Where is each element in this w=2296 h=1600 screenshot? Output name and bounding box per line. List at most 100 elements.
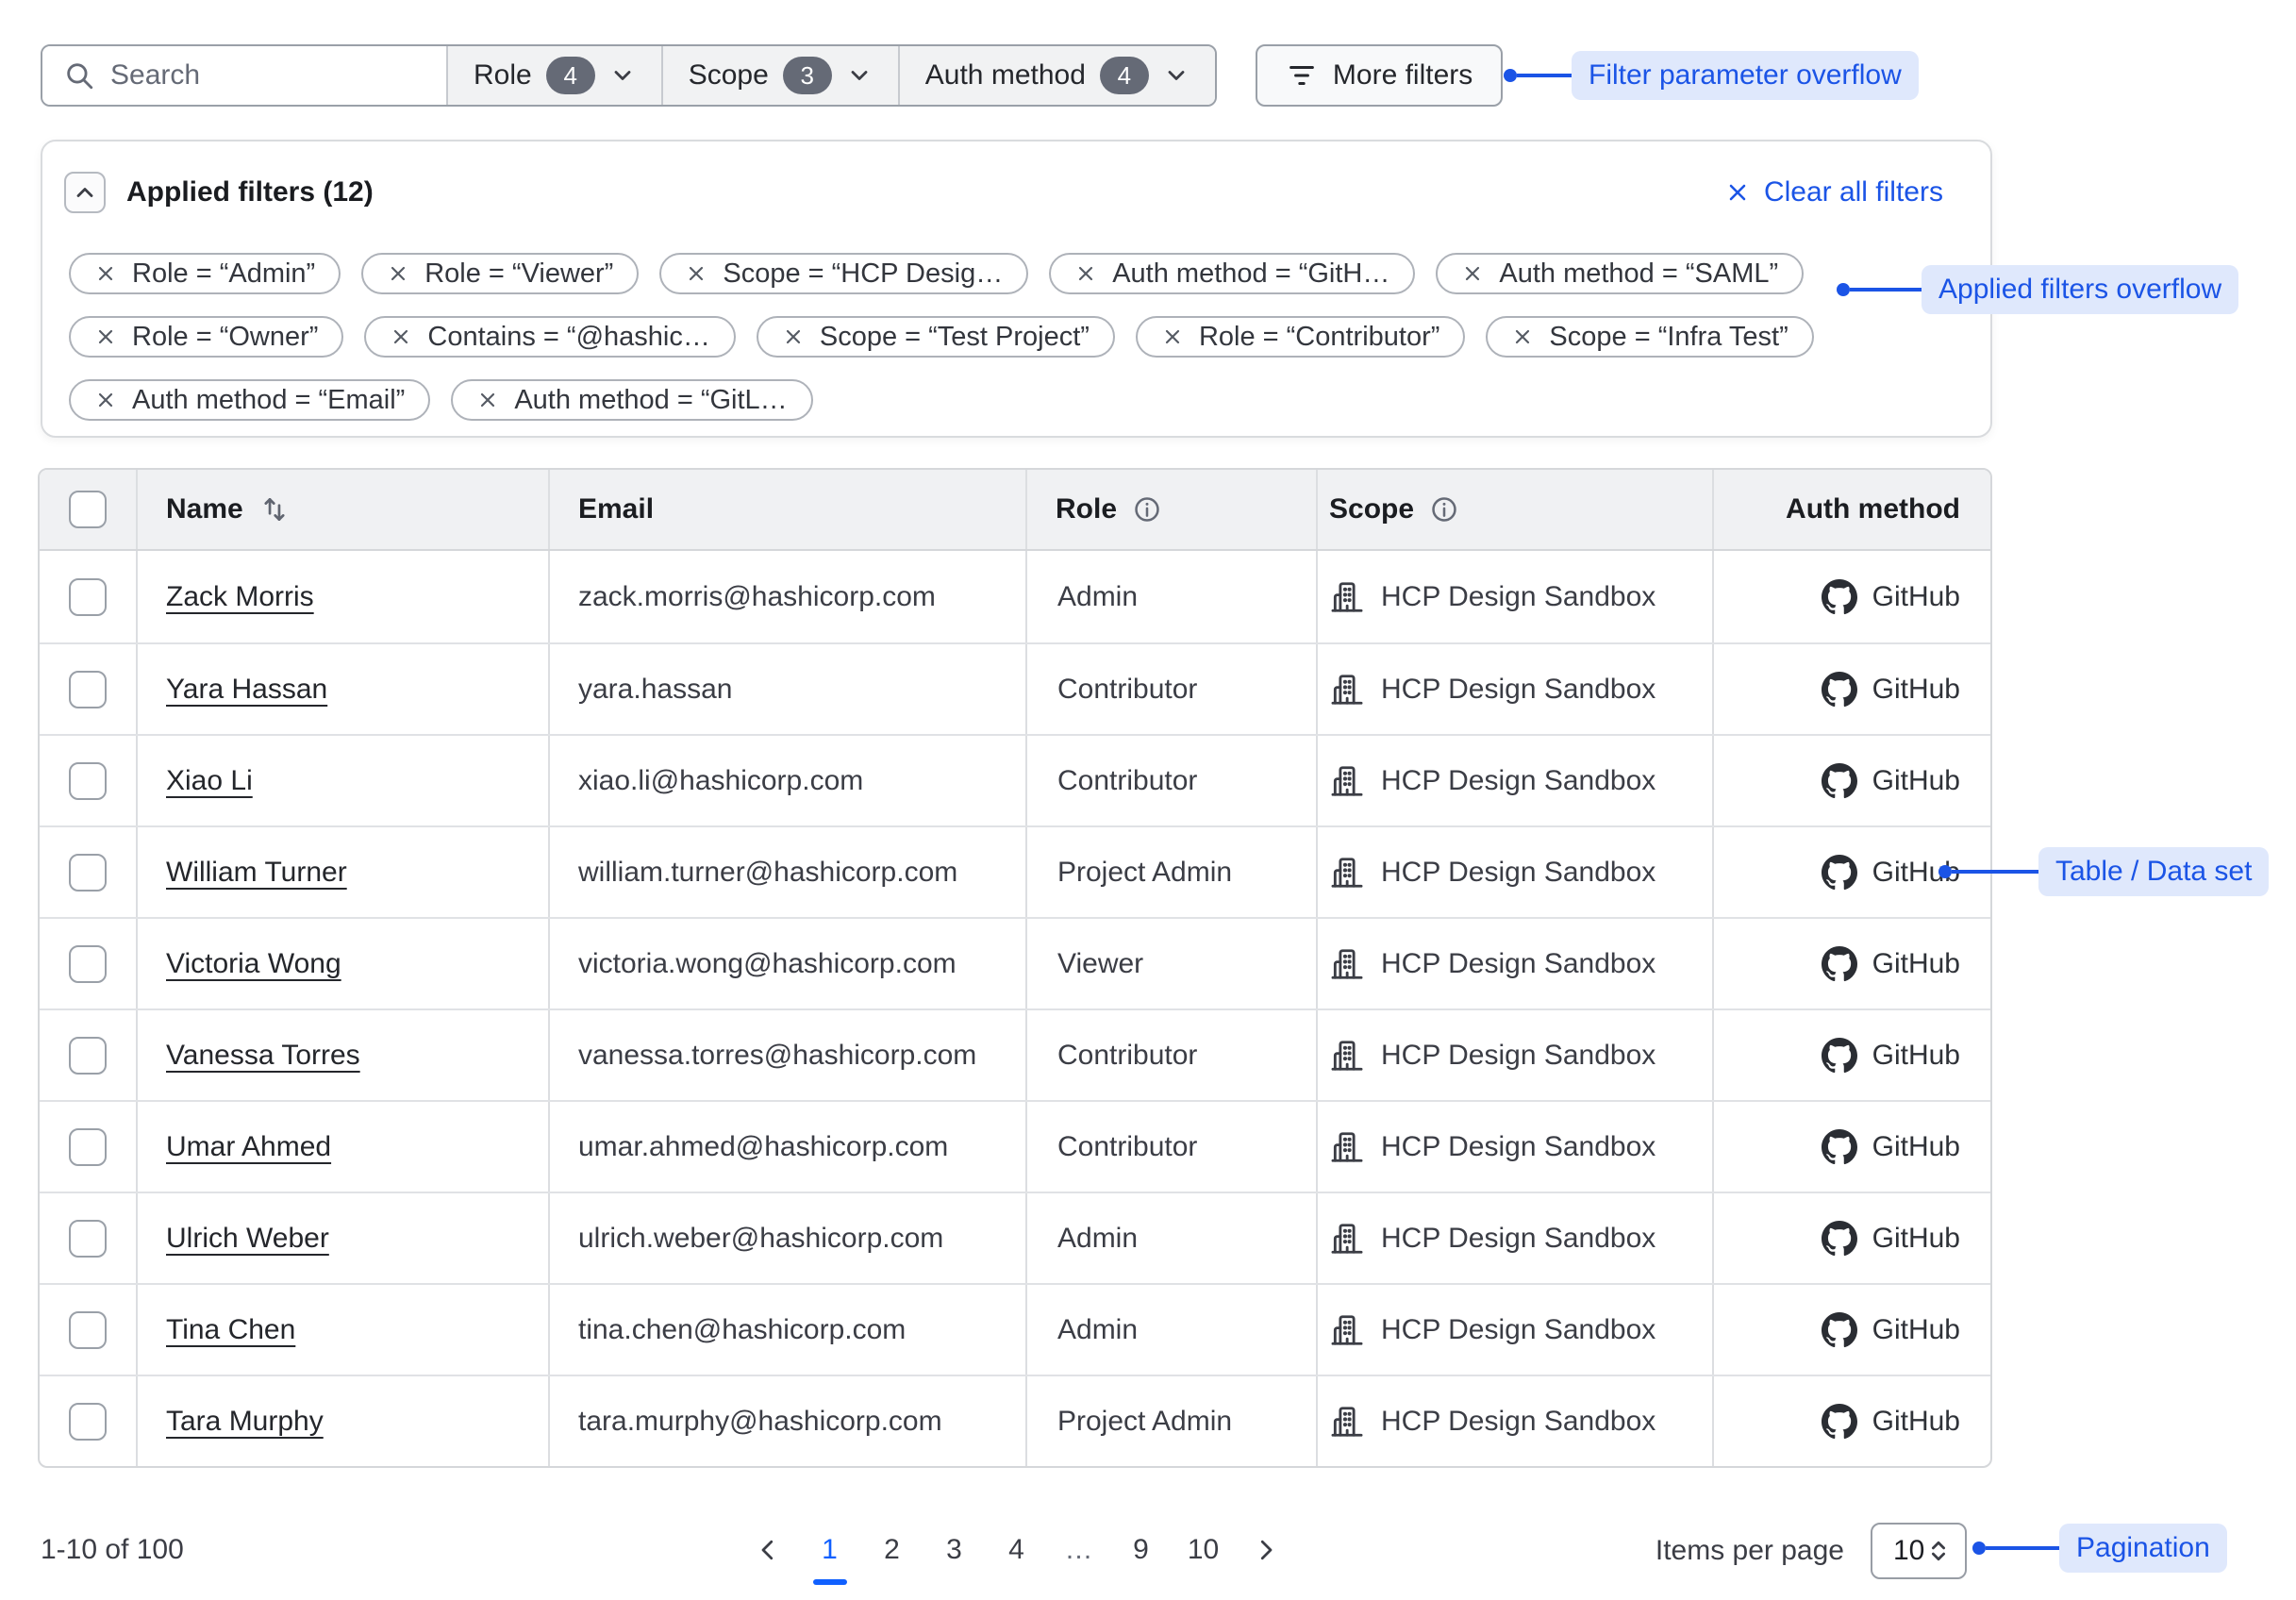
chevron-down-icon [614,71,631,80]
filter-dropdown-auth-method[interactable]: Auth method 4 [897,46,1215,105]
applied-filters-header: Applied filters (12) Clear all filters [64,172,1943,213]
clear-all-filters-link[interactable]: Clear all filters [1724,176,1943,208]
close-icon[interactable] [782,325,805,348]
scope-text: HCP Design Sandbox [1381,1130,1656,1162]
close-icon[interactable] [94,325,117,348]
info-icon[interactable] [1429,494,1459,525]
select-all-checkbox[interactable] [69,491,107,528]
user-name-link[interactable]: Vanessa Torres [166,1039,360,1071]
annotation-filter-overflow: Filter parameter overflow [1504,51,1919,100]
close-icon[interactable] [94,389,117,411]
page-button[interactable]: 2 [884,1534,900,1565]
close-icon[interactable] [390,325,412,348]
row-checkbox[interactable] [69,761,107,800]
close-icon[interactable] [387,262,409,285]
email-text: zack.morris@hashicorp.com [578,580,936,612]
more-filters-label: More filters [1332,59,1473,91]
filter-group: Role 4 Scope 3 Auth method 4 [41,44,1217,107]
user-name-link[interactable]: Xiao Li [166,764,253,796]
user-name-link[interactable]: Tina Chen [166,1313,296,1345]
filter-dropdown-role[interactable]: Role 4 [446,46,661,105]
filter-pill[interactable]: Auth method = “GitL… [451,379,813,421]
filter-pill[interactable]: Role = “Admin” [69,253,341,294]
scope-text: HCP Design Sandbox [1381,1405,1656,1437]
table-row: Ulrich Weber ulrich.weber@hashicorp.com … [40,1192,1990,1283]
filter-dropdown-scope[interactable]: Scope 3 [660,46,898,105]
filter-lines-icon [1289,65,1314,86]
close-icon[interactable] [1461,262,1484,285]
filter-pill[interactable]: Auth method = “Email” [69,379,431,421]
user-name-link[interactable]: Yara Hassan [166,673,328,705]
next-page-button[interactable] [1243,1519,1289,1581]
annotation-pagination: Pagination [1972,1524,2227,1573]
github-icon [1821,1311,1857,1347]
user-name-link[interactable]: Ulrich Weber [166,1222,329,1254]
filter-pill[interactable]: Scope = “Test Project” [756,316,1115,358]
name-cell: Umar Ahmed [136,1102,548,1192]
close-icon[interactable] [476,389,499,411]
row-checkbox[interactable] [69,944,107,983]
row-checkbox[interactable] [69,1127,107,1166]
email-cell: umar.ahmed@hashicorp.com [548,1102,1025,1192]
users-table: Name Email Role Scope Auth method Zack M… [38,468,1992,1468]
close-icon[interactable] [1074,262,1097,285]
table-row: Xiao Li xiao.li@hashicorp.com Contributo… [40,734,1990,825]
search-field[interactable] [42,46,446,105]
row-checkbox[interactable] [69,670,107,708]
filter-pill[interactable]: Role = “Owner” [69,316,344,358]
more-filters-button[interactable]: More filters [1255,44,1504,107]
user-name-link[interactable]: Victoria Wong [166,947,341,979]
column-header-auth-method: Auth method [1712,470,1990,549]
name-cell: Zack Morris [136,551,548,642]
search-icon [67,63,93,90]
sort-icon[interactable] [258,493,291,525]
close-icon[interactable] [685,262,707,285]
page-button[interactable]: 1 [807,1519,853,1585]
filter-pill[interactable]: Role = “Contributor” [1135,316,1466,358]
email-cell: xiao.li@hashicorp.com [548,736,1025,825]
user-name-link[interactable]: Umar Ahmed [166,1130,332,1162]
filter-pill[interactable]: Role = “Viewer” [361,253,640,294]
filter-pill-label: Scope = “Test Project” [819,321,1090,352]
table-row: Victoria Wong victoria.wong@hashicorp.co… [40,917,1990,1008]
filter-pill[interactable]: Contains = “@hashic… [364,316,736,358]
row-checkbox[interactable] [69,853,107,892]
close-icon [1729,184,1746,201]
scope-text: HCP Design Sandbox [1381,1222,1656,1254]
auth-method-text: GitHub [1872,947,1960,979]
items-per-page-label: Items per page [1655,1535,1844,1566]
user-name-link[interactable]: William Turner [166,856,347,888]
page-button[interactable]: 9 [1133,1534,1149,1565]
page-button[interactable]: 10 [1187,1534,1220,1565]
page-button[interactable]: 4 [1008,1534,1024,1565]
row-checkbox[interactable] [69,1036,107,1075]
collapse-toggle-button[interactable] [64,172,106,213]
info-icon[interactable] [1132,494,1162,525]
user-name-link[interactable]: Tara Murphy [166,1405,324,1437]
auth-method-cell: GitHub [1712,1376,1990,1466]
close-icon[interactable] [94,262,117,285]
page-button[interactable]: 3 [946,1534,962,1565]
filter-pill[interactable]: Auth method = “GitH… [1049,253,1416,294]
user-name-link[interactable]: Zack Morris [166,580,314,612]
column-header-name[interactable]: Name [136,470,548,549]
filter-pill[interactable]: Auth method = “SAML” [1436,253,1805,294]
filter-pill[interactable]: Scope = “HCP Desig… [659,253,1029,294]
filter-pill-label: Scope = “HCP Desig… [723,258,1004,289]
close-icon[interactable] [1161,325,1184,348]
name-cell: Tina Chen [136,1285,548,1375]
role-cell: Contributor [1025,644,1316,734]
org-building-icon [1331,1040,1363,1071]
row-checkbox[interactable] [69,577,107,616]
row-checkbox[interactable] [69,1219,107,1258]
search-input[interactable] [110,59,425,92]
email-text: tara.murphy@hashicorp.com [578,1405,942,1437]
previous-page-button[interactable] [745,1519,790,1581]
row-checkbox[interactable] [69,1310,107,1349]
scope-text: HCP Design Sandbox [1381,673,1656,705]
org-building-icon [1331,1223,1363,1254]
close-icon[interactable] [1511,325,1534,348]
row-checkbox[interactable] [69,1402,107,1441]
filter-pill[interactable]: Scope = “Infra Test” [1486,316,1814,358]
items-per-page-select[interactable]: 10 [1871,1523,1967,1579]
